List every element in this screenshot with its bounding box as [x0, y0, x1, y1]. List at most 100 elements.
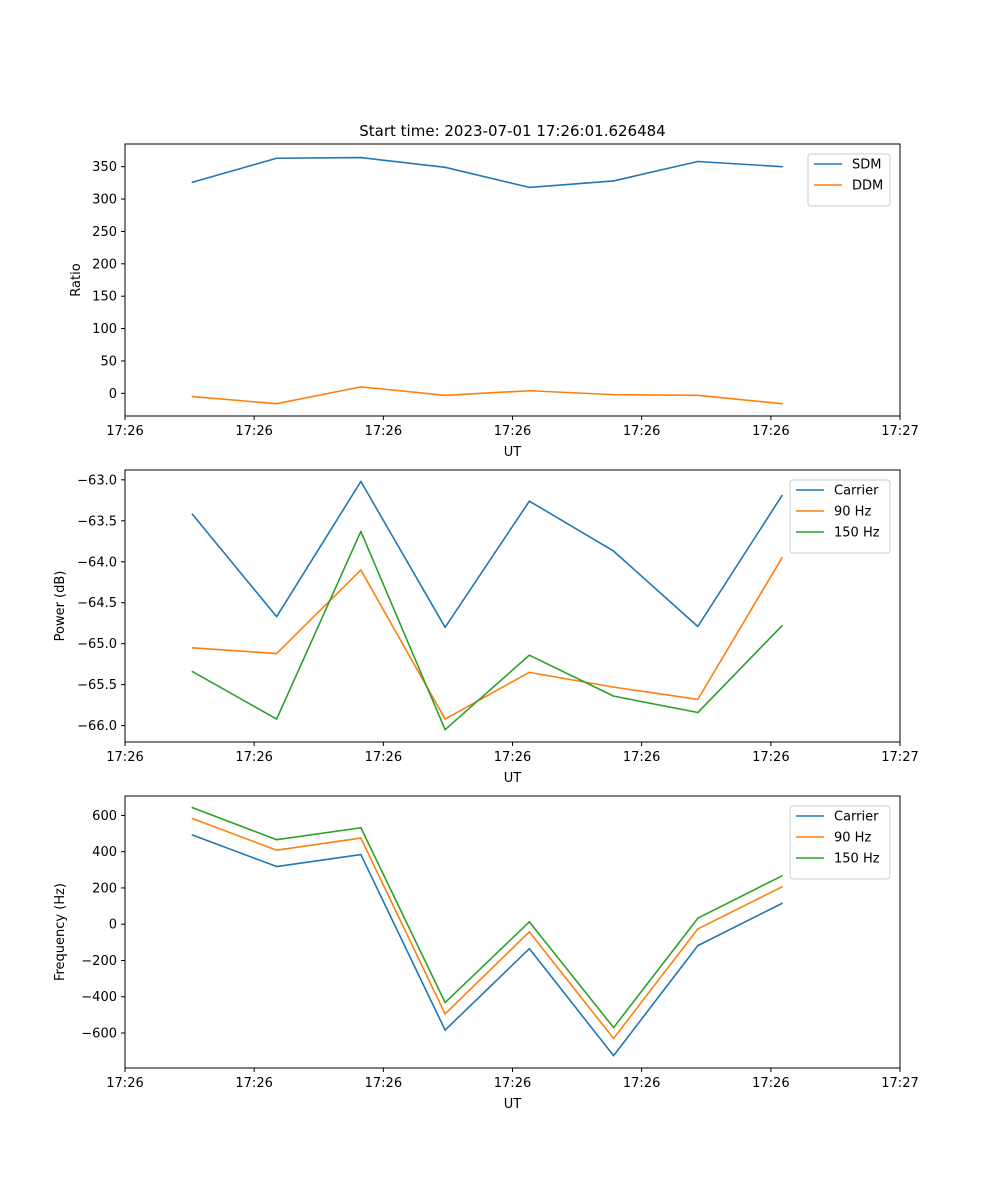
frequency-series-90-hz-point	[612, 1037, 615, 1040]
power-series-carrier-point	[360, 480, 362, 483]
ratio-series-sdm-line	[192, 156, 783, 189]
power-legend-frame	[789, 479, 891, 554]
figure-title: Start time: 2023-07-01 17:26:01.626484	[359, 122, 665, 140]
power-axes-frame	[124, 469, 901, 743]
frequency-series-carrier-line	[192, 834, 783, 1057]
power-series-carrier-point	[275, 615, 278, 618]
frequency-series-150-hz-line	[192, 806, 783, 1029]
power-ytick-label: −64.0	[77, 555, 117, 570]
ratio-series-ddm-point	[444, 394, 446, 397]
ratio-series-ddm-point	[360, 386, 362, 388]
power-series-150-hz-point	[191, 670, 194, 673]
power-xtick-label: 17:26	[494, 750, 531, 765]
frequency-ytick-label: 600	[92, 809, 117, 824]
power-legend-label: 90 Hz	[834, 505, 871, 520]
ratio-ytick-label: 300	[92, 193, 117, 208]
power-series-carrier-point	[191, 513, 194, 516]
ratio-series-sdm-point	[612, 180, 615, 182]
power-legend-label: 150 Hz	[834, 526, 880, 541]
ratio-xlabel: UT	[504, 445, 522, 460]
power-series-150-hz-point	[444, 728, 446, 731]
frequency-ytick-label: 200	[92, 881, 117, 896]
ratio-axes-frame	[124, 143, 901, 417]
power-xtick-label: 17:26	[106, 750, 143, 765]
frequency-ytick-label: −600	[81, 1027, 117, 1042]
power-series-carrier-point	[781, 494, 783, 497]
frequency-series-carrier-point	[444, 1029, 446, 1031]
power-ytick-label: −64.5	[77, 596, 117, 611]
ratio-series-ddm-point	[612, 393, 615, 396]
ratio-series-ddm-line	[192, 386, 783, 405]
ratio-ytick-label: 250	[92, 225, 117, 240]
power-series-90-hz-point	[275, 652, 278, 655]
power-series-90-hz-point	[781, 556, 783, 559]
power-xtick-label: 17:26	[623, 750, 660, 765]
frequency-series-150-hz-point	[191, 806, 194, 809]
power-series-90-hz-point	[697, 698, 699, 701]
power-xlabel: UT	[504, 771, 522, 786]
ratio-xtick-label: 17:27	[881, 424, 918, 439]
frequency-ytick-label: −200	[81, 954, 117, 969]
power-series-carrier-point	[528, 500, 531, 502]
ratio-legend: SDM DDM	[807, 153, 891, 207]
power-ytick-label: −65.5	[77, 678, 117, 693]
frequency-series-90-hz-point	[444, 1013, 446, 1015]
frequency-plot: 17:26 17:26 17:26 17:26 17:26 17:26 17:27 −600 −…	[53, 805, 919, 1112]
frequency-ytick-label: 0	[109, 918, 117, 933]
power-ytick-label: −63.5	[77, 514, 117, 529]
power-legend: Carrier 90 Hz 150 Hz	[789, 479, 891, 554]
frequency-xtick-label: 17:26	[494, 1076, 531, 1091]
power-series-150-hz-point	[612, 695, 615, 697]
frequency-series-150-hz-point	[781, 874, 783, 877]
ratio-series-ddm-point	[191, 395, 194, 398]
power-plot: 17:26 17:26 17:26 17:26 17:26 17:26 17:27 −66.0…	[53, 473, 919, 786]
power-series-90-hz-point	[191, 646, 194, 649]
frequency-series-90-hz-point	[781, 886, 783, 888]
power-series-150-hz-point	[781, 624, 783, 627]
frequency-series-90-hz-point	[191, 817, 194, 820]
ratio-ytick-label: 50	[100, 354, 117, 369]
power-legend-label: Carrier	[834, 484, 879, 499]
frequency-ytick-label: 400	[92, 845, 117, 860]
frequency-xtick-label: 17:26	[752, 1076, 789, 1091]
frequency-xtick-label: 17:26	[106, 1076, 143, 1091]
power-ytick-label: −65.0	[77, 637, 117, 652]
power-series-150-hz-point	[528, 654, 531, 656]
ratio-ytick-label: 0	[109, 387, 117, 402]
power-xtick-label: 17:26	[365, 750, 402, 765]
power-series-carrier-point	[612, 550, 615, 552]
power-xtick-label: 17:26	[752, 750, 789, 765]
frequency-series-150-hz-point	[528, 921, 531, 923]
frequency-xtick-label: 17:27	[881, 1076, 918, 1091]
ratio-xtick-label: 17:26	[106, 424, 143, 439]
ratio-ytick-label: 350	[92, 160, 117, 175]
power-xtick-label: 17:27	[881, 750, 918, 765]
ratio-xtick-label: 17:26	[235, 424, 272, 439]
frequency-xtick-label: 17:26	[235, 1076, 272, 1091]
ratio-xtick-label: 17:26	[494, 424, 531, 439]
power-series-carrier-point	[444, 626, 446, 629]
ratio-series-sdm-point	[781, 165, 783, 168]
power-series-90-hz-point	[528, 671, 531, 674]
frequency-series-90-hz-point	[360, 837, 362, 839]
power-series-150-hz-point	[360, 530, 362, 533]
ratio-ytick-label: 150	[92, 290, 117, 305]
ratio-panel	[124, 143, 901, 417]
power-ytick-label: −66.0	[77, 719, 117, 734]
frequency-series-150-hz-point	[612, 1026, 615, 1029]
power-ytick-label: −63.0	[77, 473, 117, 488]
frequency-series-90-hz-point	[697, 928, 699, 930]
frequency-xtick-label: 17:26	[623, 1076, 660, 1091]
ratio-series-sdm-point	[275, 157, 278, 160]
frequency-xtick-label: 17:26	[365, 1076, 402, 1091]
frequency-series-carrier-point	[528, 947, 531, 950]
frequency-series-90-hz-point	[275, 849, 278, 852]
ratio-ytick-label: 200	[92, 257, 117, 272]
frequency-xlabel: UT	[504, 1097, 522, 1112]
ratio-legend-frame	[807, 153, 891, 207]
power-series-90-hz-point	[360, 569, 362, 571]
ratio-series-ddm-point	[528, 389, 531, 392]
frequency-ytick-label: −400	[81, 990, 117, 1005]
frequency-series-150-hz-point	[360, 826, 362, 829]
